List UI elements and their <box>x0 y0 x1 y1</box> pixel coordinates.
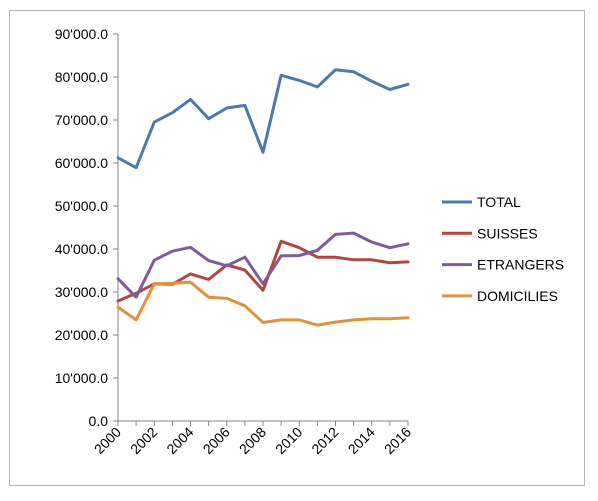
series-lines <box>116 68 410 327</box>
x-tick-label: 2006 <box>200 424 233 457</box>
y-tick-label: 80'000.0 <box>55 69 108 85</box>
y-tick-label: 90'000.0 <box>55 26 108 42</box>
legend-label-total: TOTAL <box>477 194 521 210</box>
x-tick-label: 2002 <box>127 424 160 457</box>
chart-axes <box>117 34 408 422</box>
legend-label-domicilies: DOMICILIES <box>477 288 558 304</box>
x-tick-label: 2008 <box>236 424 269 457</box>
chart-legend: TOTAL SUISSES ETRANGERS DOMICILIES <box>442 194 564 304</box>
y-tick-label: 40'000.0 <box>55 241 108 257</box>
x-tick-label: 2016 <box>381 424 414 457</box>
y-tick-label: 50'000.0 <box>55 198 108 214</box>
x-tick-label: 2014 <box>345 424 378 457</box>
series-line-total <box>116 68 410 170</box>
legend-label-suisses: SUISSES <box>477 225 538 241</box>
line-chart: 0.0 10'000.0 20'000.0 30'000.0 40'000.0 50'00… <box>55 26 564 457</box>
y-tick-label: 30'000.0 <box>55 284 108 300</box>
legend-label-etrangers: ETRANGERS <box>477 257 564 273</box>
series-line-domicilies <box>116 280 410 327</box>
y-tick-label: 0.0 <box>89 413 109 429</box>
y-tick-label: 60'000.0 <box>55 155 108 171</box>
x-tick-label: 2004 <box>163 424 196 457</box>
y-tick-label: 70'000.0 <box>55 112 108 128</box>
x-tick-label: 2012 <box>308 424 341 457</box>
series-line-etrangers <box>116 231 410 299</box>
y-axis-tick-labels: 0.0 10'000.0 20'000.0 30'000.0 40'000.0 50'00… <box>55 26 118 429</box>
y-tick-label: 20'000.0 <box>55 327 108 343</box>
x-tick-label: 2010 <box>272 424 305 457</box>
series-line-suisses <box>116 239 410 303</box>
chart-frame: 0.0 10'000.0 20'000.0 30'000.0 40'000.0 50'00… <box>9 10 585 486</box>
y-tick-label: 10'000.0 <box>55 370 108 386</box>
x-axis-tick-labels: 2000 2002 2004 2006 2008 2010 2012 2014 2016 <box>91 421 414 457</box>
